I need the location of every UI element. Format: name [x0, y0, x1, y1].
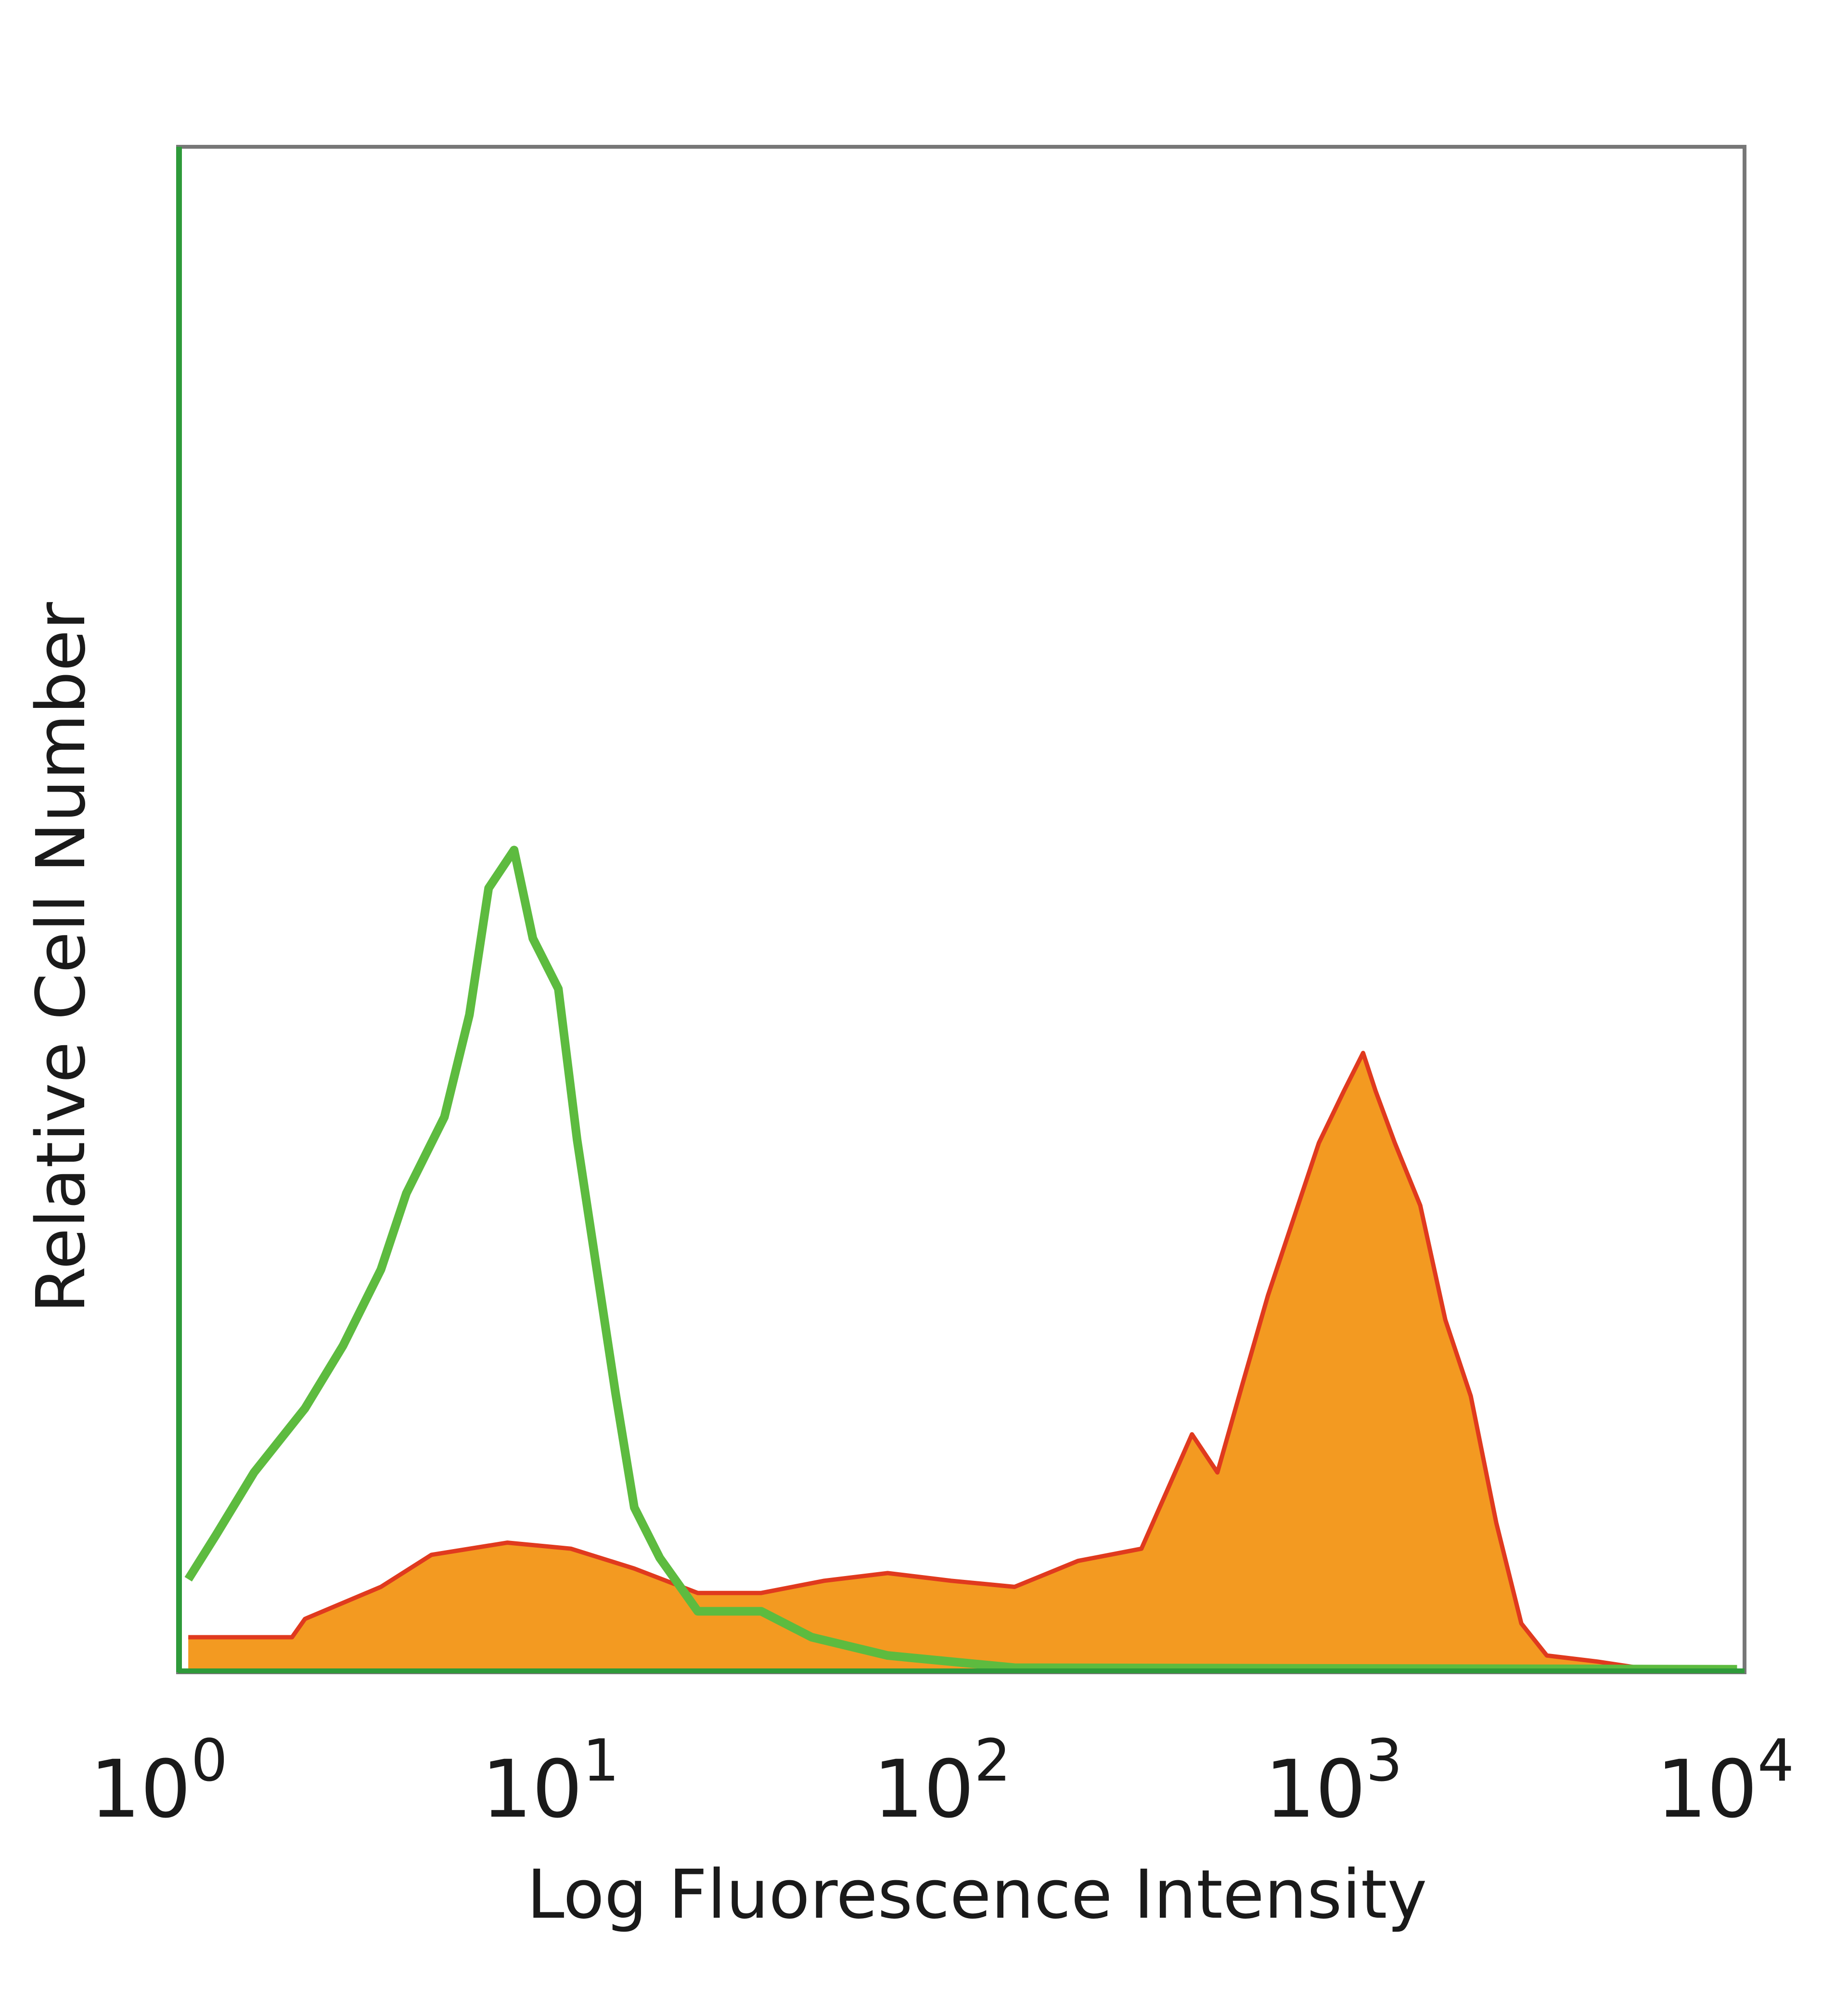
- x-tick-label: 102: [873, 1728, 1011, 1835]
- stained-histogram-fill: [188, 1053, 1737, 1672]
- y-axis-label: Relative Cell Number: [22, 602, 101, 1313]
- x-tick-label: 104: [1656, 1728, 1794, 1835]
- x-axis-label: Log Fluorescence Intensity: [527, 1856, 1427, 1934]
- plot-background: [178, 147, 1745, 1672]
- x-tick-label: 103: [1265, 1728, 1402, 1835]
- x-tick-label: 101: [482, 1728, 619, 1835]
- stained-histogram-edge: [188, 1051, 1737, 1672]
- x-tick-label: 100: [90, 1728, 228, 1835]
- control-histogram-line: [184, 846, 1737, 1674]
